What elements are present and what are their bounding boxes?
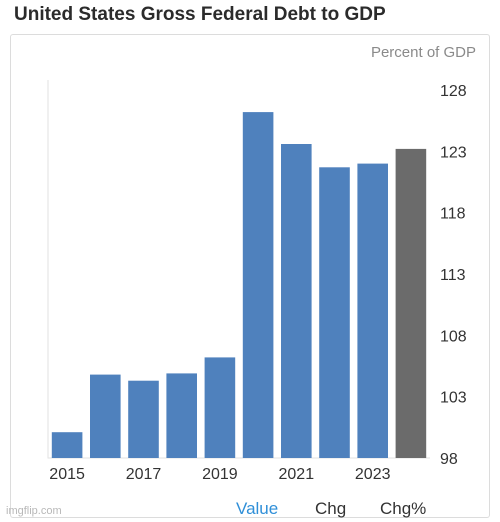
chart-title: United States Gross Federal Debt to GDP bbox=[14, 4, 386, 25]
x-tick-label: 2023 bbox=[355, 466, 391, 483]
bar-2020[interactable] bbox=[242, 112, 274, 458]
bar-2017[interactable] bbox=[128, 380, 159, 458]
y-tick-label: 128 bbox=[440, 83, 467, 100]
x-tick-label: 2021 bbox=[279, 466, 315, 483]
bar-2022[interactable] bbox=[319, 167, 350, 459]
bar-2016[interactable] bbox=[90, 374, 121, 458]
tab-value[interactable]: Value bbox=[236, 499, 279, 518]
view-tabs: Value Chg Chg% bbox=[0, 499, 500, 521]
tab-chg-percent[interactable]: Chg% bbox=[380, 499, 427, 518]
y-tick-label: 108 bbox=[440, 328, 467, 345]
x-tick-label: 2017 bbox=[126, 466, 162, 483]
bar-2021[interactable] bbox=[281, 144, 312, 458]
y-tick-label: 118 bbox=[440, 206, 466, 223]
tab-chg[interactable]: Chg bbox=[315, 499, 347, 518]
watermark: imgflip.com bbox=[6, 505, 62, 517]
bar-2015[interactable] bbox=[51, 432, 83, 458]
bar-2019[interactable] bbox=[204, 357, 236, 458]
x-tick-label: 2015 bbox=[49, 466, 85, 483]
y-tick-label: 98 bbox=[440, 451, 458, 468]
bar-2018[interactable] bbox=[166, 373, 197, 458]
x-tick-label: 2019 bbox=[202, 466, 238, 483]
y-tick-label: 103 bbox=[440, 390, 467, 407]
y-tick-label: 113 bbox=[440, 267, 466, 284]
bar-2023[interactable] bbox=[357, 163, 388, 458]
unit-label: Percent of GDP bbox=[370, 44, 476, 61]
y-tick-label: 123 bbox=[440, 144, 467, 161]
bar-2024[interactable] bbox=[395, 148, 427, 458]
